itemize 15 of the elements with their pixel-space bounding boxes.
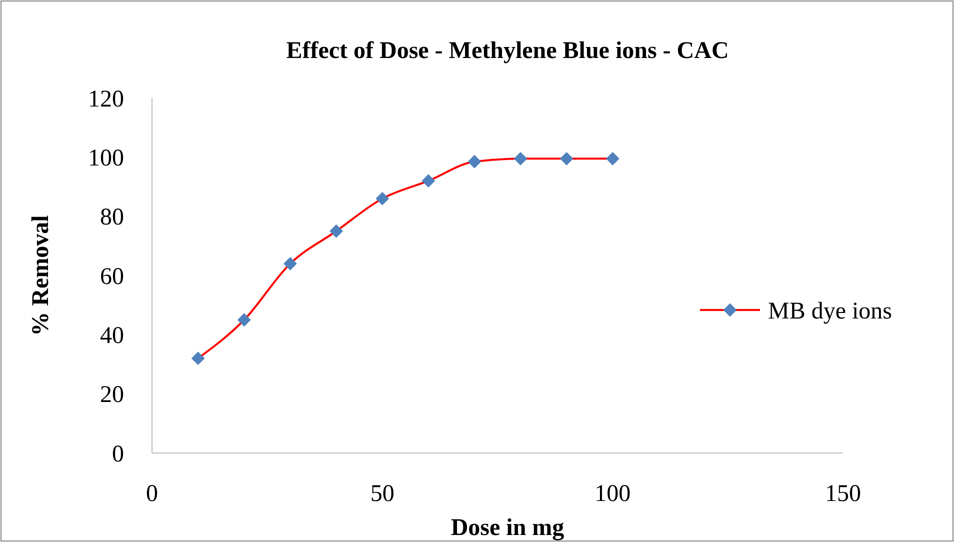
legend-label: MB dye ions <box>768 298 892 324</box>
y-tick-label: 60 <box>100 264 124 290</box>
y-tick-label: 80 <box>100 204 124 231</box>
y-tick-label: 120 <box>88 86 124 112</box>
x-axis-title: Dose in mg <box>450 515 564 541</box>
x-tick-label: 50 <box>370 481 394 507</box>
y-tick-label: 40 <box>100 323 124 350</box>
x-tick-label: 100 <box>594 481 631 507</box>
chart-title: Effect of Dose - Methylene Blue ions - CAC <box>286 38 729 64</box>
y-tick-label: 0 <box>112 441 124 468</box>
x-tick-label: 0 <box>146 481 158 507</box>
y-axis-title: % Removal <box>28 214 54 336</box>
x-tick-label: 150 <box>825 481 861 507</box>
y-tick-label: 20 <box>100 382 124 408</box>
y-tick-label: 100 <box>88 146 124 172</box>
